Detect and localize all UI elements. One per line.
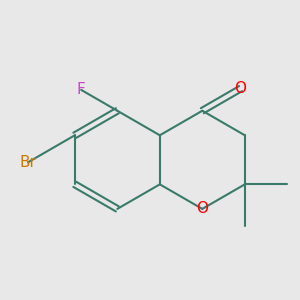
Text: O: O xyxy=(196,201,208,216)
Text: O: O xyxy=(235,81,247,96)
Text: Br: Br xyxy=(20,155,37,170)
Text: F: F xyxy=(77,82,85,98)
